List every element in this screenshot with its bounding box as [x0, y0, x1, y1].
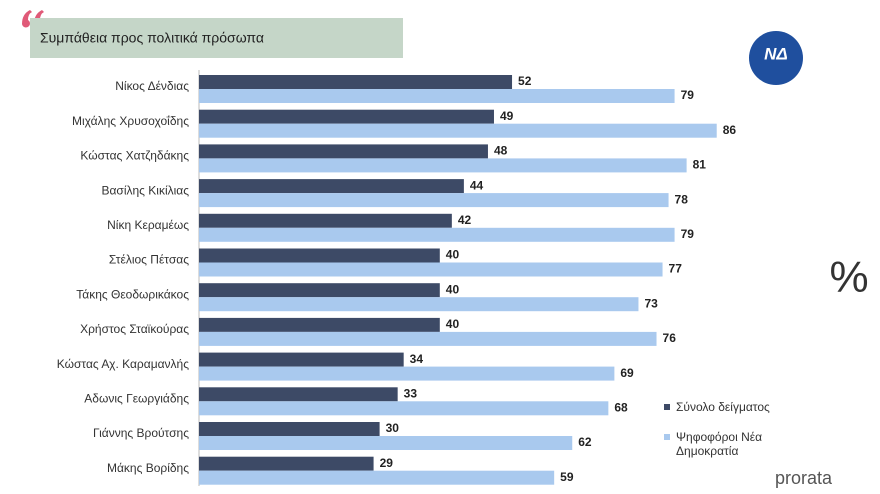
logo — [749, 31, 803, 85]
bar — [199, 470, 555, 485]
legend-swatch — [664, 434, 670, 440]
value-label: 73 — [644, 296, 658, 310]
bar — [199, 158, 687, 173]
y-tick-label: Κώστας Χατζηδάκης — [80, 149, 189, 163]
bar — [199, 401, 609, 416]
y-tick-label: Νίκος Δένδιας — [115, 79, 189, 93]
legend: Σύνολο δείγματος Ψηφοφόροι Νέα Δημοκρατία — [664, 400, 804, 474]
bar — [199, 89, 675, 103]
bar — [199, 123, 717, 138]
value-label: 40 — [446, 317, 460, 331]
brand: prorata — [775, 468, 833, 488]
value-label: 34 — [410, 352, 424, 366]
bar — [199, 213, 452, 228]
value-label: 69 — [620, 366, 634, 380]
legend-item: Ψηφοφόροι Νέα Δημοκρατία — [664, 430, 804, 458]
value-label: 29 — [380, 456, 394, 470]
y-tick-label: Στέλιος Πέτσας — [109, 253, 189, 267]
value-label: 68 — [614, 400, 628, 414]
title-box — [30, 18, 403, 58]
y-tick-label: Νίκη Κεραμέως — [107, 218, 189, 232]
bar — [199, 331, 657, 346]
value-label: 79 — [681, 88, 695, 102]
y-tick-label: Κώστας Αχ. Καραμανλής — [57, 357, 189, 371]
chart-title: Συμπάθεια προς πολιτικά πρόσωπα — [40, 30, 264, 46]
value-label: 77 — [669, 262, 683, 276]
value-label: 62 — [578, 435, 592, 449]
y-tick-label: Χρήστος Σταϊκούρας — [80, 322, 189, 336]
value-label: 42 — [458, 213, 472, 227]
bar — [199, 297, 639, 312]
logo-text: ΝΔ — [764, 44, 788, 63]
y-tick-label: Μιχάλης Χρυσοχοΐδης — [72, 114, 189, 128]
bar — [199, 456, 374, 471]
value-label: 78 — [675, 192, 689, 206]
bar — [199, 352, 404, 367]
value-label: 40 — [446, 248, 460, 262]
value-label: 44 — [470, 178, 484, 192]
bar — [199, 436, 573, 450]
y-tick-label: Τάκης Θεοδωρικάκος — [76, 287, 189, 301]
y-tick-label: Μάκης Βορίδης — [107, 461, 189, 475]
value-label: 48 — [494, 144, 508, 158]
bar — [199, 193, 669, 208]
bar — [199, 366, 615, 381]
y-tick-label: Αδωνις Γεωργιάδης — [84, 391, 189, 405]
value-label: 86 — [723, 123, 737, 137]
value-label: 59 — [560, 470, 574, 484]
bar — [199, 248, 440, 263]
value-label: 33 — [404, 386, 418, 400]
value-label: 79 — [681, 227, 695, 241]
bar — [199, 109, 494, 124]
bar — [199, 262, 663, 277]
value-label: 30 — [386, 421, 400, 435]
value-label: 49 — [500, 109, 514, 123]
bar — [199, 179, 464, 194]
y-tick-label: Βασίλης Κικίλιας — [101, 183, 189, 197]
value-label: 52 — [518, 74, 532, 88]
bar — [199, 144, 488, 159]
bar — [199, 422, 380, 436]
bar — [199, 75, 513, 89]
legend-item: Σύνολο δείγματος — [664, 400, 804, 414]
value-label: 76 — [663, 331, 677, 345]
bar — [199, 283, 440, 298]
bar — [199, 387, 398, 402]
legend-label: Σύνολο δείγματος — [676, 400, 770, 414]
bar — [199, 317, 440, 332]
y-tick-label: Γιάννης Βρούτσης — [93, 426, 189, 440]
percent-sign: % — [829, 253, 868, 302]
legend-label: Ψηφοφόροι Νέα Δημοκρατία — [676, 430, 763, 458]
legend-swatch — [664, 404, 670, 410]
value-label: 40 — [446, 282, 460, 296]
value-label: 81 — [693, 158, 707, 172]
bar — [199, 227, 675, 242]
